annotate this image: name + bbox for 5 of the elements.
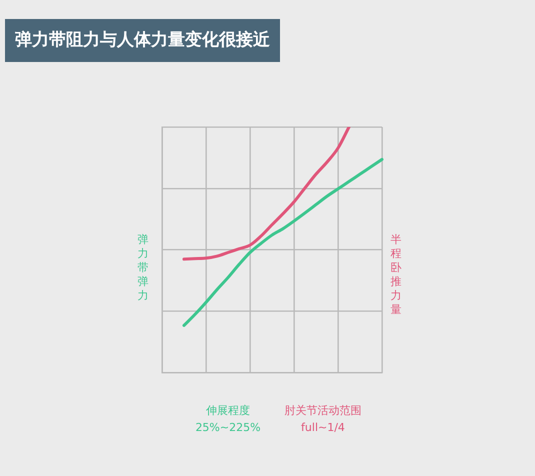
y-axis-title: 弹力带弹力 [137, 233, 149, 303]
text: 伸展程度 25%~225% [195, 404, 261, 434]
chart-title: 弹力带阻力与人体力量变化很接近 [5, 19, 280, 62]
text: 肘关节活动范围 full~1/4 [284, 404, 362, 434]
y2-axis-title: 半程卧推力量 [390, 233, 402, 317]
